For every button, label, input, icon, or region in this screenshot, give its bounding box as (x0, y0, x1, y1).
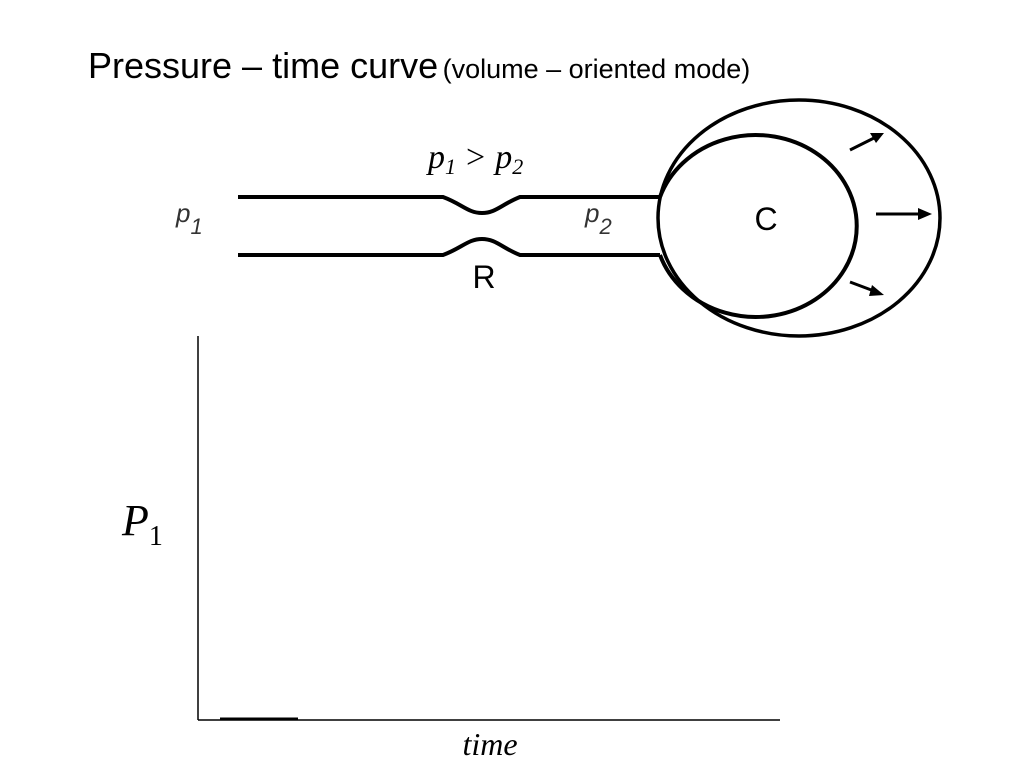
relation: p1 > p2 (426, 139, 523, 179)
y-axis-label: P1 (121, 496, 163, 552)
operator: > (466, 139, 485, 176)
compliance-inner (658, 133, 859, 319)
title-main: Pressure – time curve (88, 45, 438, 86)
subscript: 2 (512, 154, 523, 179)
title: Pressure – time curve (volume – oriented… (88, 45, 750, 86)
arrow-head (918, 208, 932, 220)
expansion-arrows (849, 133, 932, 296)
tube-bottom (238, 236, 660, 257)
arrow (849, 135, 877, 152)
tube-top (238, 195, 660, 216)
subscript: 1 (190, 214, 202, 239)
subscript: 2 (598, 214, 611, 239)
plot-axes (197, 336, 780, 721)
arrow-head (869, 285, 884, 296)
compliance-label: C (754, 201, 777, 237)
outlet-label: p2 (584, 198, 612, 239)
inlet-label: p1 (175, 198, 203, 239)
compliance-outer (656, 98, 942, 338)
arrow-head (870, 133, 884, 143)
vessel (238, 98, 942, 338)
symbol: p (426, 139, 445, 176)
symbol: p (175, 198, 190, 228)
symbol: P (121, 496, 149, 545)
symbol: p (584, 198, 599, 228)
arrow (849, 280, 875, 293)
resistance-label: R (472, 259, 495, 295)
subscript: 1 (445, 154, 456, 179)
symbol: p (493, 139, 512, 176)
subtitle: (volume – oriented mode) (443, 54, 751, 84)
x-axis-label: time (462, 726, 517, 762)
subscript: 1 (149, 521, 163, 552)
